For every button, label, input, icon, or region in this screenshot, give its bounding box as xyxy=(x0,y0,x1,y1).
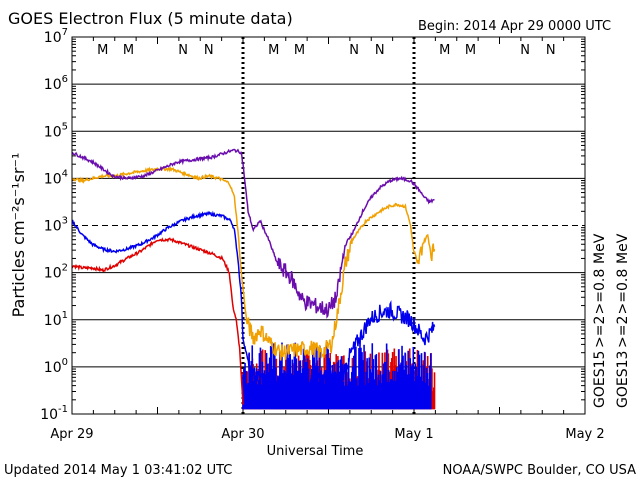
mn-marker: N xyxy=(546,43,556,58)
y-axis-label: Particles cm⁻²s⁻¹sr⁻¹ xyxy=(9,153,28,318)
legend-label: >=0.8 xyxy=(615,269,631,315)
legend-satellite: GOES15 xyxy=(592,351,608,408)
mn-marker: M xyxy=(294,43,305,58)
series-line xyxy=(72,237,244,405)
series-line xyxy=(72,166,436,361)
legend-label: MeV xyxy=(615,233,631,264)
begin-time: Begin: 2014 Apr 29 0000 UTC xyxy=(418,19,611,34)
mn-marker: N xyxy=(349,43,359,58)
mn-marker: M xyxy=(439,43,450,58)
y-tick-label: 107 xyxy=(44,27,68,46)
plot-frame xyxy=(71,36,586,415)
legend-label: >=2 xyxy=(615,316,631,348)
mn-marker: N xyxy=(178,43,188,58)
credit-text: NOAA/SWPC Boulder, CO USA xyxy=(443,463,636,478)
mn-marker: N xyxy=(520,43,530,58)
mn-marker: M xyxy=(465,43,476,58)
y-tick-label: 104 xyxy=(44,168,68,187)
x-tick-label: May 2 xyxy=(565,427,604,442)
mn-marker: M xyxy=(268,43,279,58)
y-tick-label: 106 xyxy=(44,74,68,93)
y-tick-label: 10-1 xyxy=(40,404,68,423)
mn-marker: N xyxy=(375,43,385,58)
legend-satellite: GOES13 xyxy=(615,351,631,408)
y-tick-label: 100 xyxy=(44,357,68,376)
legend-label: MeV xyxy=(592,233,608,264)
y-tick-label: 102 xyxy=(44,263,68,282)
y-tick-label: 101 xyxy=(44,310,68,329)
x-tick-label: May 1 xyxy=(394,427,433,442)
y-tick-label: 105 xyxy=(44,121,68,140)
x-tick-label: Apr 29 xyxy=(50,427,93,442)
mn-marker: N xyxy=(204,43,214,58)
updated-timestamp: Updated 2014 May 1 03:41:02 UTC xyxy=(4,463,232,478)
chart-title: GOES Electron Flux (5 minute data) xyxy=(8,9,293,28)
x-tick-label: Apr 30 xyxy=(221,427,264,442)
mn-marker: M xyxy=(123,43,134,58)
legend-label: >=2 xyxy=(592,316,608,348)
mn-marker: M xyxy=(97,43,108,58)
y-tick-label: 103 xyxy=(44,216,68,235)
series-line xyxy=(72,148,435,319)
legend-label: >=0.8 xyxy=(592,269,608,315)
x-axis-label: Universal Time xyxy=(267,444,364,459)
series-line xyxy=(72,210,436,390)
